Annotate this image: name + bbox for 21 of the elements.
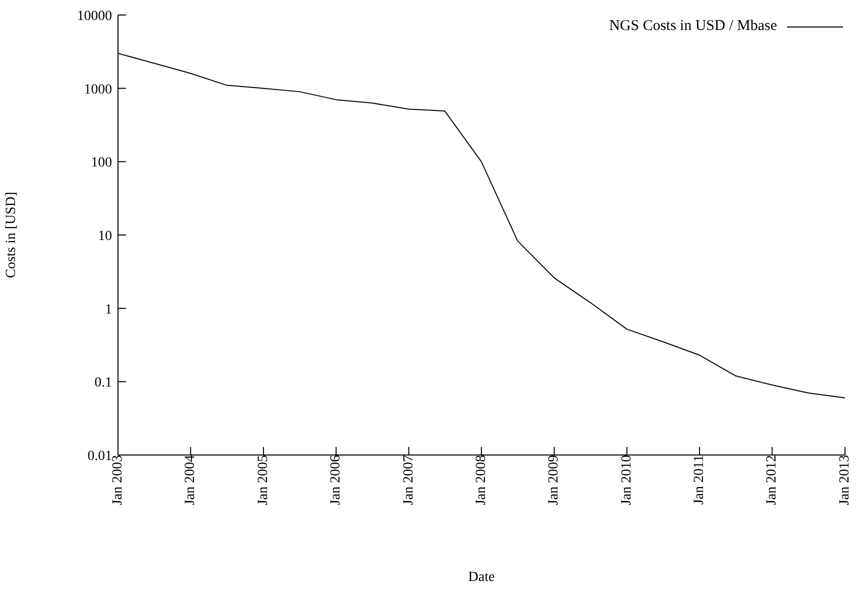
x-tick-label: Jan 2009 bbox=[546, 455, 562, 506]
x-tick-label: Jan 2008 bbox=[474, 455, 489, 506]
legend-label: NGS Costs in USD / Mbase bbox=[609, 18, 777, 35]
y-tick-label: 10 bbox=[98, 228, 112, 244]
y-tick-label: 0.01 bbox=[88, 448, 112, 464]
x-tick-label: Jan 2010 bbox=[619, 455, 634, 506]
x-tick-label: Jan 2012 bbox=[764, 455, 780, 506]
y-tick-label: 1 bbox=[105, 302, 112, 318]
y-tick-label: 100 bbox=[91, 156, 112, 171]
x-tick-label: Jan 2011 bbox=[692, 455, 708, 505]
y-axis-title: Costs in [USD] bbox=[4, 192, 19, 278]
y-tick-label: 10000 bbox=[77, 8, 112, 24]
x-axis-title: Date bbox=[468, 570, 495, 585]
x-tick-label: Jan 2003 bbox=[110, 455, 126, 506]
y-tick-label: 1000 bbox=[84, 82, 112, 98]
x-tick-label: Jan 2004 bbox=[183, 455, 198, 506]
x-tick-label: Jan 2005 bbox=[256, 455, 271, 506]
y-tick-label: 0.1 bbox=[94, 376, 112, 391]
x-tick-label: Jan 2013 bbox=[838, 455, 852, 506]
x-tick-label: Jan 2007 bbox=[401, 455, 416, 506]
x-tick-label: Jan 2006 bbox=[328, 455, 344, 506]
